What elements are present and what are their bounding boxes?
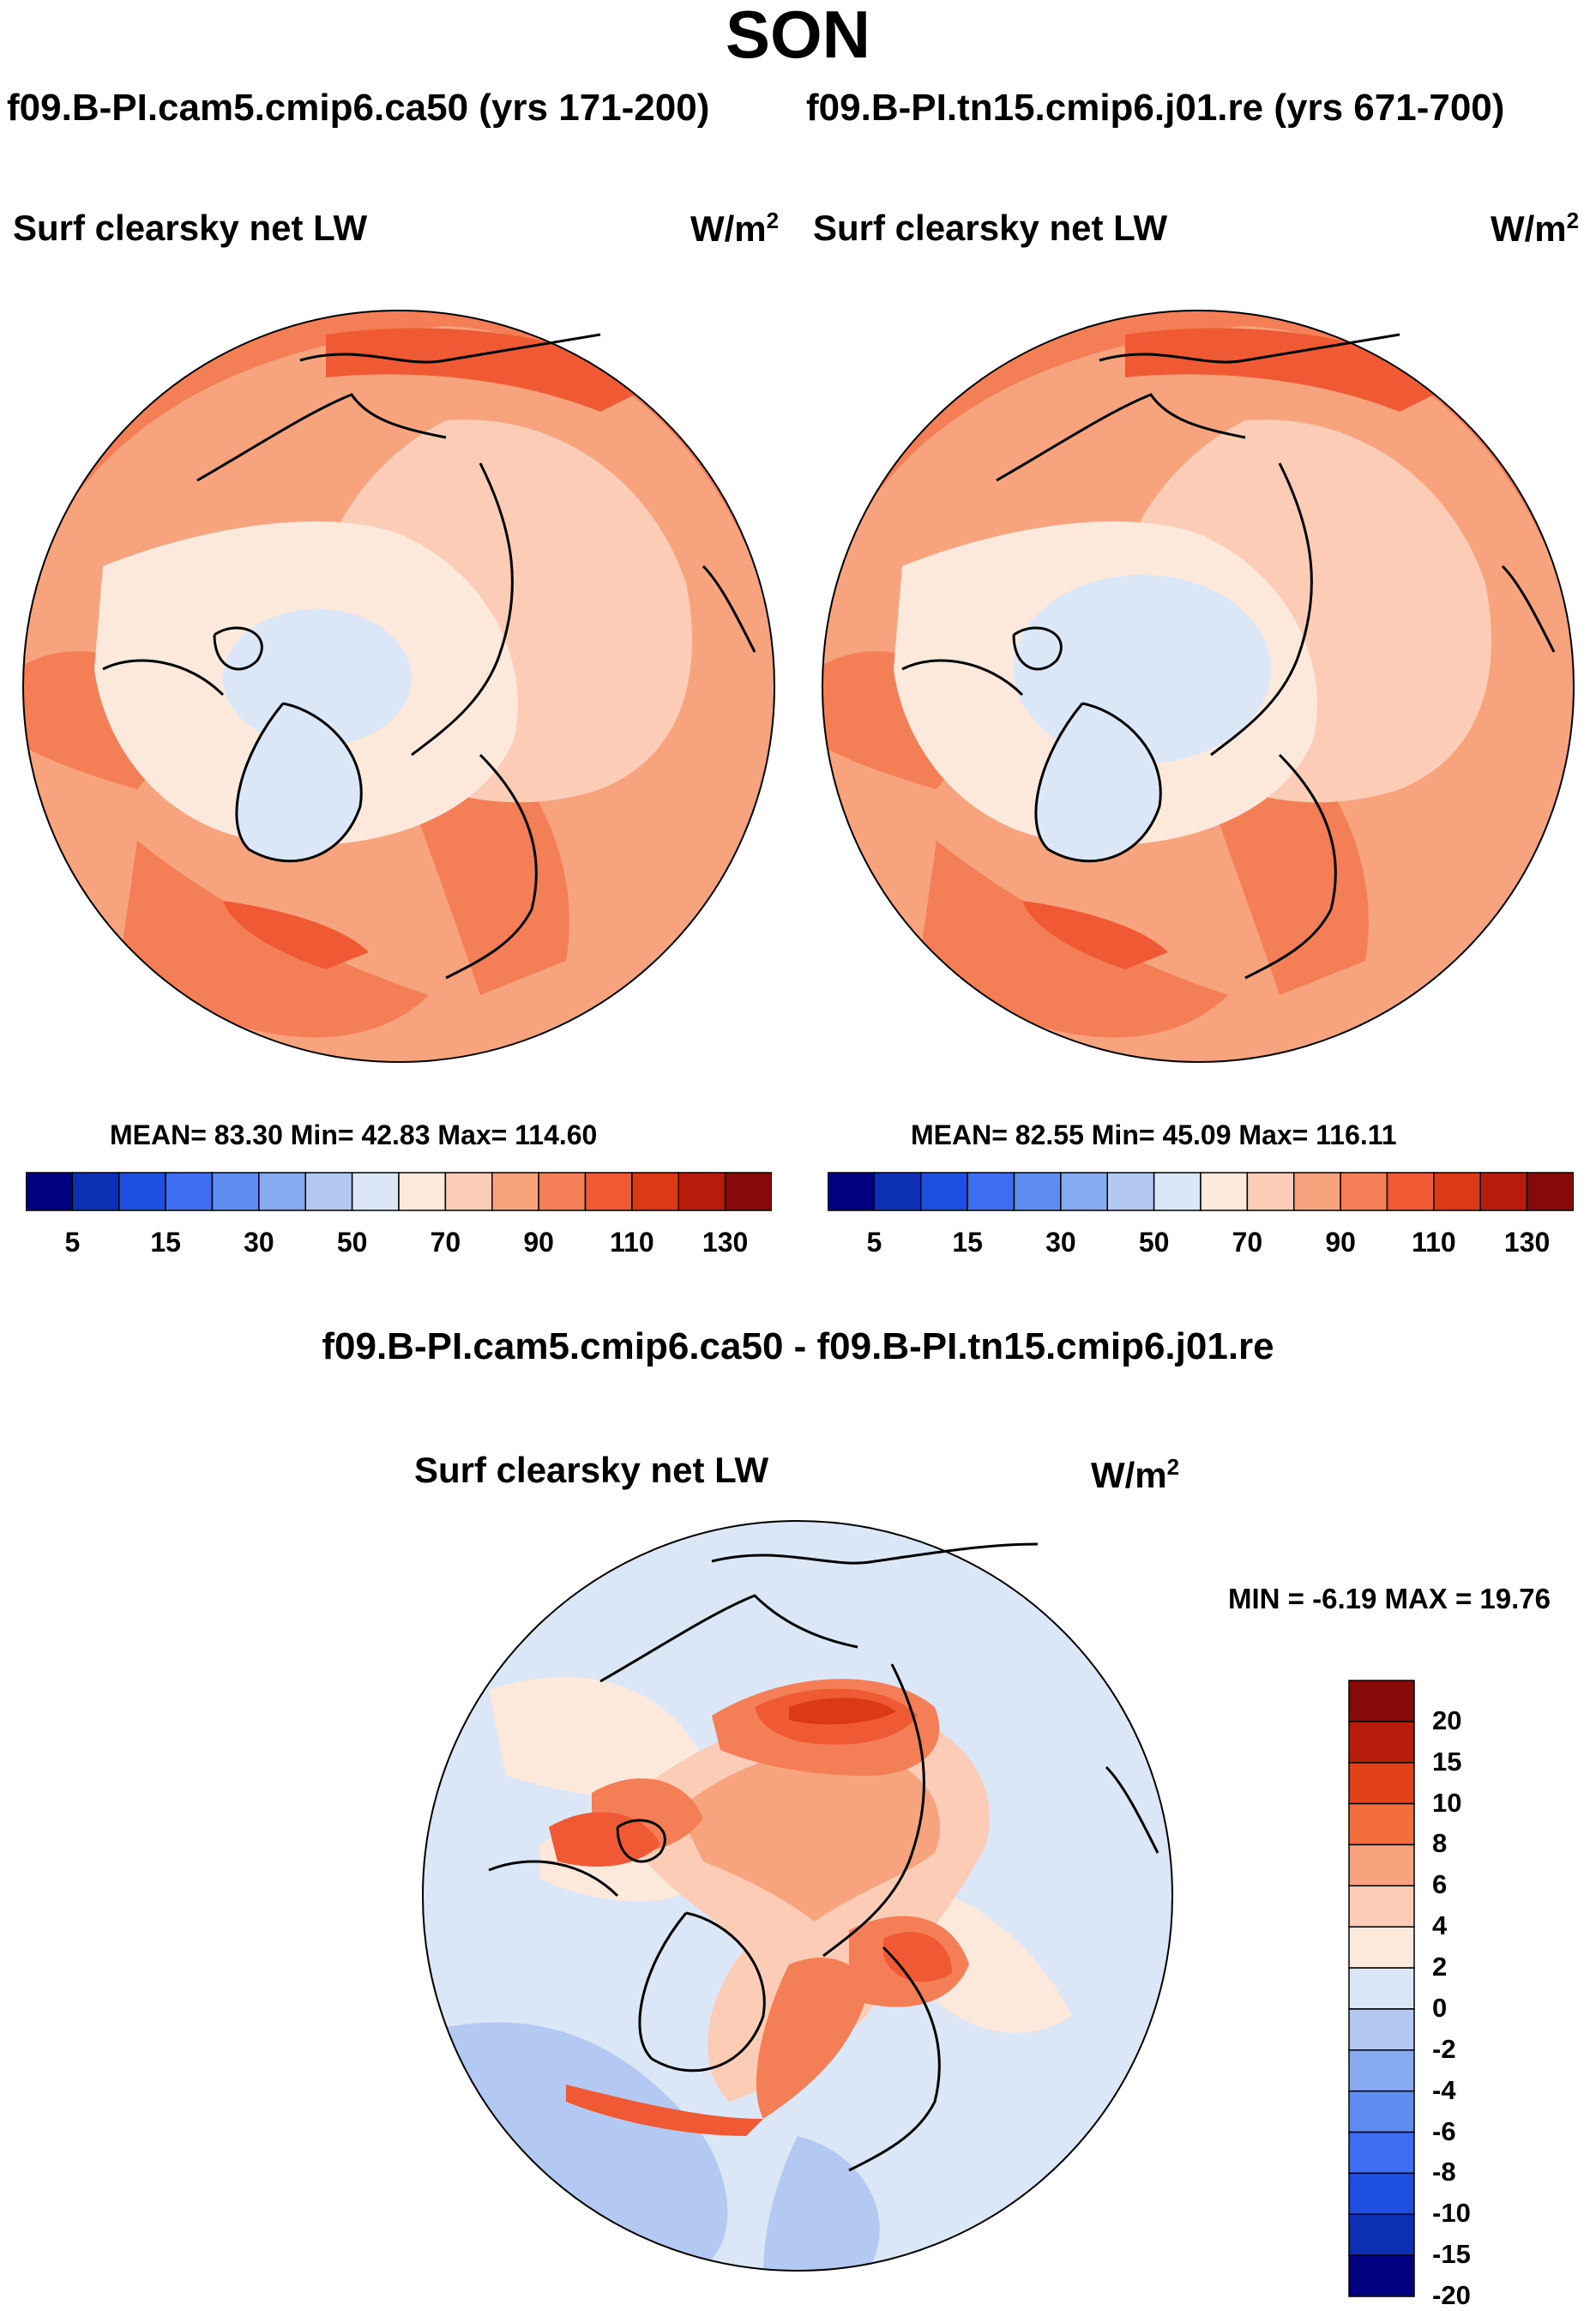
panel1-units: W/m2 — [690, 208, 780, 249]
colorbar-tick-label: 5 — [64, 1227, 81, 1258]
colorbar-tick-label: -6 — [1432, 2115, 1456, 2146]
case1-title: f09.B-PI.cam5.cmip6.ca50 (yrs 171-200) — [7, 87, 710, 129]
diff-map — [422, 1520, 1173, 2272]
colorbar-tick-label: -20 — [1432, 2280, 1471, 2310]
colorbar-tick-label: -10 — [1432, 2198, 1471, 2229]
colorbar-swatch — [1013, 1172, 1062, 1211]
colorbar-panel2 — [828, 1172, 1574, 1211]
panel2-variable-label: Surf clearsky net LW — [813, 208, 1168, 248]
colorbar-panel1-ticks: 5 15 30 50 70 90 110 130 — [26, 1227, 772, 1261]
colorbar-tick-label: 90 — [523, 1227, 554, 1258]
panel1-stats: MEAN= 83.30 Min= 42.83 Max= 114.60 — [110, 1119, 598, 1150]
colorbar-swatch — [1348, 2090, 1415, 2133]
colorbar-swatch — [211, 1172, 260, 1211]
colorbar-swatch — [584, 1172, 633, 1211]
colorbar-tick-label: 2 — [1432, 1952, 1448, 1982]
colorbar-swatch — [1293, 1172, 1341, 1211]
colorbar-swatch — [1386, 1172, 1435, 1211]
colorbar-tick-label: 50 — [1138, 1227, 1170, 1258]
colorbar-tick-label: 6 — [1432, 1869, 1448, 1900]
colorbar-swatch — [1348, 1721, 1415, 1764]
panel1-map — [22, 310, 775, 1063]
colorbar-swatch — [398, 1172, 447, 1211]
colorbar-swatch — [538, 1172, 587, 1211]
colorbar-tick-label: 0 — [1432, 1992, 1448, 2023]
colorbar-swatch — [165, 1172, 214, 1211]
colorbar-swatch — [1200, 1172, 1249, 1211]
diff-title: f09.B-PI.cam5.cmip6.ca50 - f09.B-PI.tn15… — [322, 1325, 1274, 1367]
panel2-units: W/m2 — [1491, 208, 1580, 249]
colorbar-swatch — [828, 1172, 876, 1211]
colorbar-swatch — [444, 1172, 493, 1211]
colorbar-swatch — [351, 1172, 400, 1211]
colorbar-swatch — [1348, 2213, 1415, 2256]
colorbar-tick-label: 70 — [430, 1227, 461, 1258]
colorbar-panel1 — [26, 1172, 772, 1211]
colorbar-tick-label: 110 — [610, 1227, 654, 1258]
colorbar-swatch — [1348, 2172, 1415, 2216]
colorbar-swatch — [1246, 1172, 1295, 1211]
colorbar-tick-label: 130 — [702, 1227, 749, 1258]
case2-title: f09.B-PI.tn15.cmip6.j01.re (yrs 671-700) — [806, 87, 1505, 129]
colorbar-swatch — [26, 1172, 74, 1211]
colorbar-tick-label: 20 — [1432, 1705, 1462, 1735]
colorbar-swatch — [920, 1172, 968, 1211]
colorbar-swatch — [1348, 1680, 1415, 1723]
colorbar-panel2-ticks: 5 15 30 50 70 90 110 130 — [828, 1227, 1574, 1261]
colorbar-swatch — [1060, 1172, 1108, 1211]
colorbar-swatch — [1348, 2049, 1415, 2092]
colorbar-tick-label: 10 — [1432, 1787, 1462, 1818]
panel2-stats: MEAN= 82.55 Min= 45.09 Max= 116.11 — [911, 1119, 1397, 1150]
colorbar-swatch — [1348, 1802, 1415, 1846]
colorbar-swatch — [258, 1172, 306, 1211]
colorbar-tick-label: 15 — [150, 1227, 181, 1258]
colorbar-swatch — [491, 1172, 539, 1211]
colorbar-swatch — [1479, 1172, 1528, 1211]
colorbar-tick-label: 50 — [336, 1227, 368, 1258]
colorbar-diff — [1348, 1680, 1415, 2297]
colorbar-swatch — [1433, 1172, 1481, 1211]
colorbar-tick-label: -2 — [1432, 2033, 1456, 2064]
colorbar-swatch — [967, 1172, 1015, 1211]
colorbar-swatch — [304, 1172, 353, 1211]
colorbar-tick-label: 4 — [1432, 1910, 1448, 1941]
colorbar-tick-label: 8 — [1432, 1828, 1448, 1859]
colorbar-tick-label: 110 — [1412, 1227, 1456, 1258]
colorbar-swatch — [724, 1172, 772, 1211]
diff-stats: MIN = -6.19 MAX = 19.76 — [1228, 1583, 1551, 1614]
colorbar-swatch — [1348, 1843, 1415, 1887]
colorbar-swatch — [631, 1172, 679, 1211]
figure-title: SON — [725, 0, 871, 72]
diff-variable-label: Surf clearsky net LW — [414, 1450, 769, 1490]
diff-units: W/m2 — [1091, 1454, 1180, 1495]
colorbar-swatch — [71, 1172, 120, 1211]
colorbar-swatch — [1348, 1885, 1415, 1928]
colorbar-tick-label: 90 — [1325, 1227, 1356, 1258]
colorbar-swatch — [678, 1172, 726, 1211]
colorbar-swatch — [118, 1172, 166, 1211]
colorbar-swatch — [1348, 2254, 1415, 2297]
colorbar-tick-label: 5 — [866, 1227, 882, 1258]
colorbar-swatch — [873, 1172, 922, 1211]
colorbar-tick-label: -15 — [1432, 2239, 1471, 2270]
colorbar-swatch — [1526, 1172, 1574, 1211]
colorbar-swatch — [1348, 1967, 1415, 2010]
colorbar-swatch — [1348, 1926, 1415, 1969]
colorbar-swatch — [1106, 1172, 1155, 1211]
colorbar-swatch — [1340, 1172, 1388, 1211]
colorbar-tick-label: 15 — [952, 1227, 983, 1258]
colorbar-tick-label: 15 — [1432, 1746, 1462, 1777]
colorbar-swatch — [1153, 1172, 1202, 1211]
panel1-variable-label: Surf clearsky net LW — [13, 208, 368, 248]
colorbar-tick-label: -8 — [1432, 2157, 1456, 2187]
colorbar-swatch — [1348, 2008, 1415, 2051]
colorbar-tick-label: 130 — [1503, 1227, 1551, 1258]
colorbar-tick-label: 30 — [1045, 1227, 1076, 1258]
colorbar-tick-label: -4 — [1432, 2074, 1456, 2105]
colorbar-tick-label: 30 — [244, 1227, 274, 1258]
colorbar-swatch — [1348, 2131, 1415, 2175]
colorbar-tick-label: 70 — [1232, 1227, 1263, 1258]
panel2-map — [822, 310, 1575, 1063]
colorbar-swatch — [1348, 1761, 1415, 1805]
